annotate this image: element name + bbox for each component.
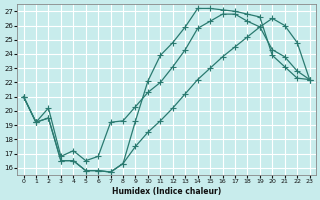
X-axis label: Humidex (Indice chaleur): Humidex (Indice chaleur) — [112, 187, 221, 196]
